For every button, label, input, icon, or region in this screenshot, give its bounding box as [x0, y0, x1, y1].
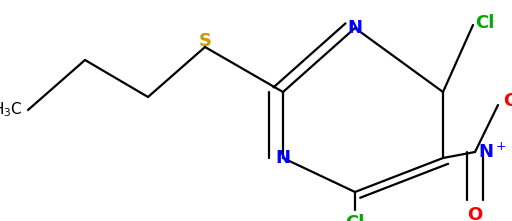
Text: O$^-$: O$^-$ [503, 91, 512, 110]
Text: S: S [199, 32, 211, 50]
Text: N: N [275, 149, 290, 167]
Text: N: N [348, 19, 362, 37]
Text: H$_3$C: H$_3$C [0, 101, 23, 119]
Text: Cl: Cl [345, 214, 365, 221]
Text: N$^+$: N$^+$ [478, 142, 506, 162]
Text: Cl: Cl [476, 14, 495, 32]
Text: O: O [467, 206, 483, 221]
